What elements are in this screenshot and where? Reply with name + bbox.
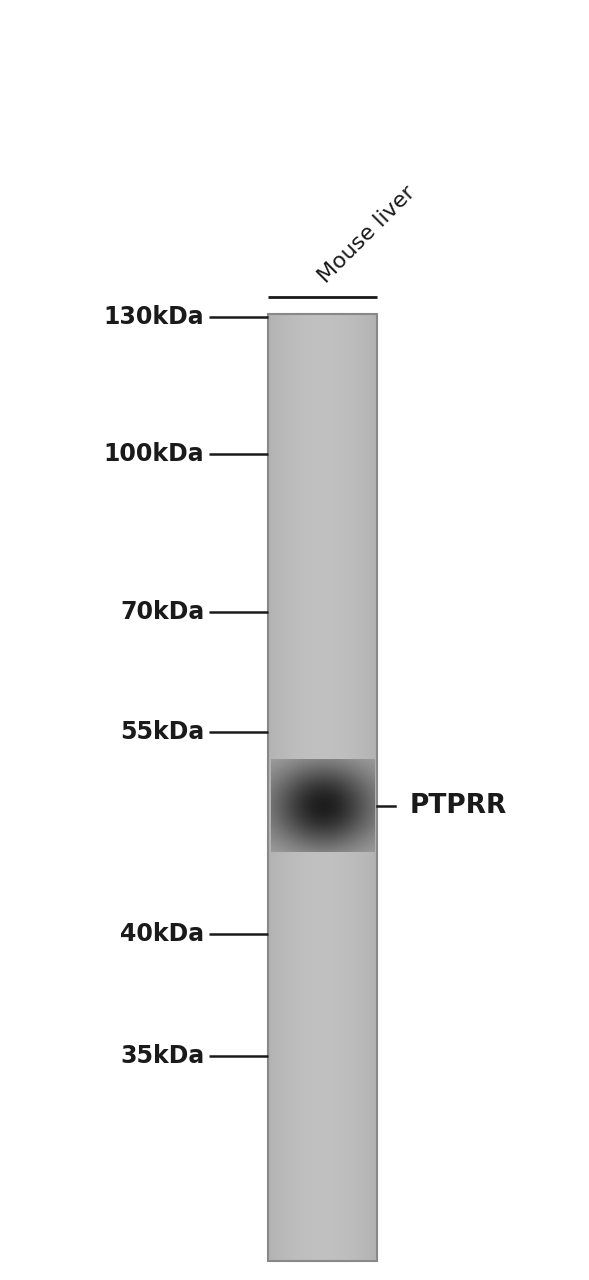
Bar: [268, 314, 377, 1261]
Text: PTPRR: PTPRR: [409, 794, 507, 819]
Text: 130kDa: 130kDa: [104, 306, 204, 329]
Text: Mouse liver: Mouse liver: [314, 182, 419, 287]
Text: 100kDa: 100kDa: [104, 443, 204, 466]
Text: 70kDa: 70kDa: [120, 600, 204, 623]
Text: 55kDa: 55kDa: [120, 721, 204, 744]
Text: 35kDa: 35kDa: [120, 1044, 204, 1068]
Text: 40kDa: 40kDa: [120, 923, 204, 946]
